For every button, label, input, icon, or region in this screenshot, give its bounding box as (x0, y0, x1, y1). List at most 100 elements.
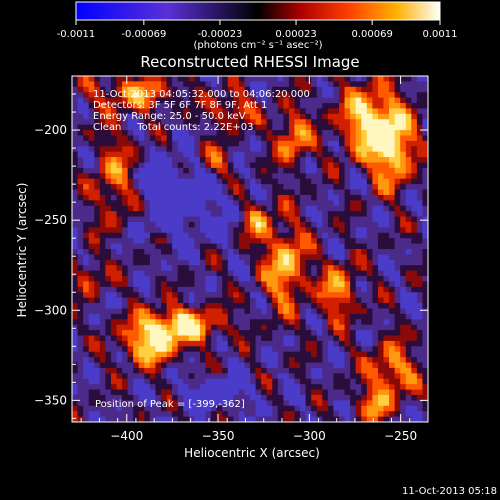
heatmap-cell (155, 270, 162, 277)
heatmap-cell (138, 157, 145, 164)
heatmap-cell (339, 389, 346, 396)
heatmap-cell (99, 167, 106, 174)
heatmap-cell (283, 270, 290, 277)
heatmap-cell (377, 411, 385, 418)
heatmap-cell (316, 297, 323, 304)
heatmap-cell (394, 211, 401, 218)
heatmap-cell (389, 389, 396, 396)
heatmap-cell (327, 157, 335, 164)
heatmap-cell (72, 416, 79, 422)
heatmap-cell (155, 194, 162, 201)
heatmap-cell (383, 405, 390, 412)
heatmap-cell (77, 373, 84, 380)
heatmap-cell (339, 303, 346, 310)
heatmap-cell (222, 167, 229, 174)
heatmap-cell (149, 351, 157, 358)
heatmap-cell (266, 308, 273, 315)
heatmap-cell (389, 97, 396, 104)
heatmap-cell (261, 140, 268, 147)
heatmap-cell (94, 178, 101, 185)
heatmap-cell (277, 416, 284, 422)
heatmap-cell (116, 405, 123, 412)
heatmap-cell (416, 135, 424, 142)
heatmap-cell (72, 346, 79, 353)
heatmap-cell (300, 292, 307, 299)
heatmap-cell (277, 394, 284, 401)
heatmap-cell (205, 346, 212, 353)
heatmap-cell (172, 276, 179, 283)
heatmap-cell (339, 205, 346, 212)
heatmap-cell (311, 340, 318, 347)
heatmap-cell (277, 81, 284, 88)
heatmap-cell (383, 103, 390, 110)
heatmap-cell (366, 378, 373, 385)
heatmap-cell (177, 167, 184, 174)
heatmap-cell (222, 162, 229, 169)
heatmap-cell (77, 211, 84, 218)
heatmap-cell (405, 313, 412, 320)
heatmap-cell (411, 270, 418, 277)
heatmap-cell (366, 146, 373, 153)
heatmap-cell (283, 92, 290, 99)
heatmap-cell (400, 238, 407, 245)
heatmap-cell (344, 303, 351, 310)
heatmap-cell (422, 319, 428, 326)
heatmap-cell (255, 384, 262, 391)
heatmap-cell (122, 167, 129, 174)
heatmap-cell (255, 319, 262, 326)
heatmap-cell (138, 313, 145, 320)
heatmap-cell (155, 135, 162, 142)
heatmap-cell (250, 281, 257, 288)
heatmap-cell (94, 378, 101, 385)
heatmap-cell (261, 378, 268, 385)
heatmap-cell (211, 178, 218, 185)
heatmap-cell (161, 200, 168, 207)
heatmap-cell (344, 313, 351, 320)
heatmap-cell (400, 308, 407, 315)
heatmap-cell (144, 243, 151, 250)
heatmap-cell (333, 227, 340, 234)
heatmap-cell (110, 130, 118, 137)
heatmap-cell (355, 389, 362, 396)
heatmap-cell (405, 76, 412, 83)
heatmap-cell (372, 324, 379, 331)
heatmap-cell (116, 281, 123, 288)
heatmap-cell (394, 130, 401, 137)
heatmap-cell (389, 411, 396, 418)
heatmap-cell (77, 146, 84, 153)
heatmap-cell (277, 254, 284, 261)
heatmap-cell (166, 286, 173, 293)
heatmap-cell (266, 416, 273, 422)
heatmap-cell (161, 157, 168, 164)
heatmap-cell (366, 184, 373, 191)
heatmap-cell (127, 367, 134, 374)
heatmap-cell (149, 189, 157, 196)
heatmap-cell (322, 297, 329, 304)
heatmap-cell (377, 281, 385, 288)
heatmap-cell (172, 357, 179, 364)
heatmap-cell (238, 394, 246, 401)
heatmap-cell (294, 297, 301, 304)
heatmap-cell (283, 146, 290, 153)
heatmap-cell (366, 162, 373, 169)
heatmap-cell (194, 286, 201, 293)
heatmap-cell (211, 216, 218, 223)
heatmap-cell (266, 146, 273, 153)
heatmap-cell (272, 286, 279, 293)
heatmap-cell (105, 162, 112, 169)
heatmap-cell (116, 216, 123, 223)
heatmap-cell (288, 221, 296, 228)
heatmap-cell (222, 113, 229, 120)
heatmap-cell (227, 249, 234, 256)
heatmap-cell (127, 184, 134, 191)
heatmap-cell (138, 211, 145, 218)
heatmap-cell (344, 86, 351, 93)
heatmap-cell (350, 200, 357, 207)
heatmap-cell (127, 108, 134, 115)
heatmap-cell (94, 103, 101, 110)
heatmap-cell (244, 351, 251, 358)
heatmap-cell (77, 270, 84, 277)
heatmap-cell (333, 373, 340, 380)
heatmap-cell (350, 357, 357, 364)
heatmap-cell (94, 254, 101, 261)
